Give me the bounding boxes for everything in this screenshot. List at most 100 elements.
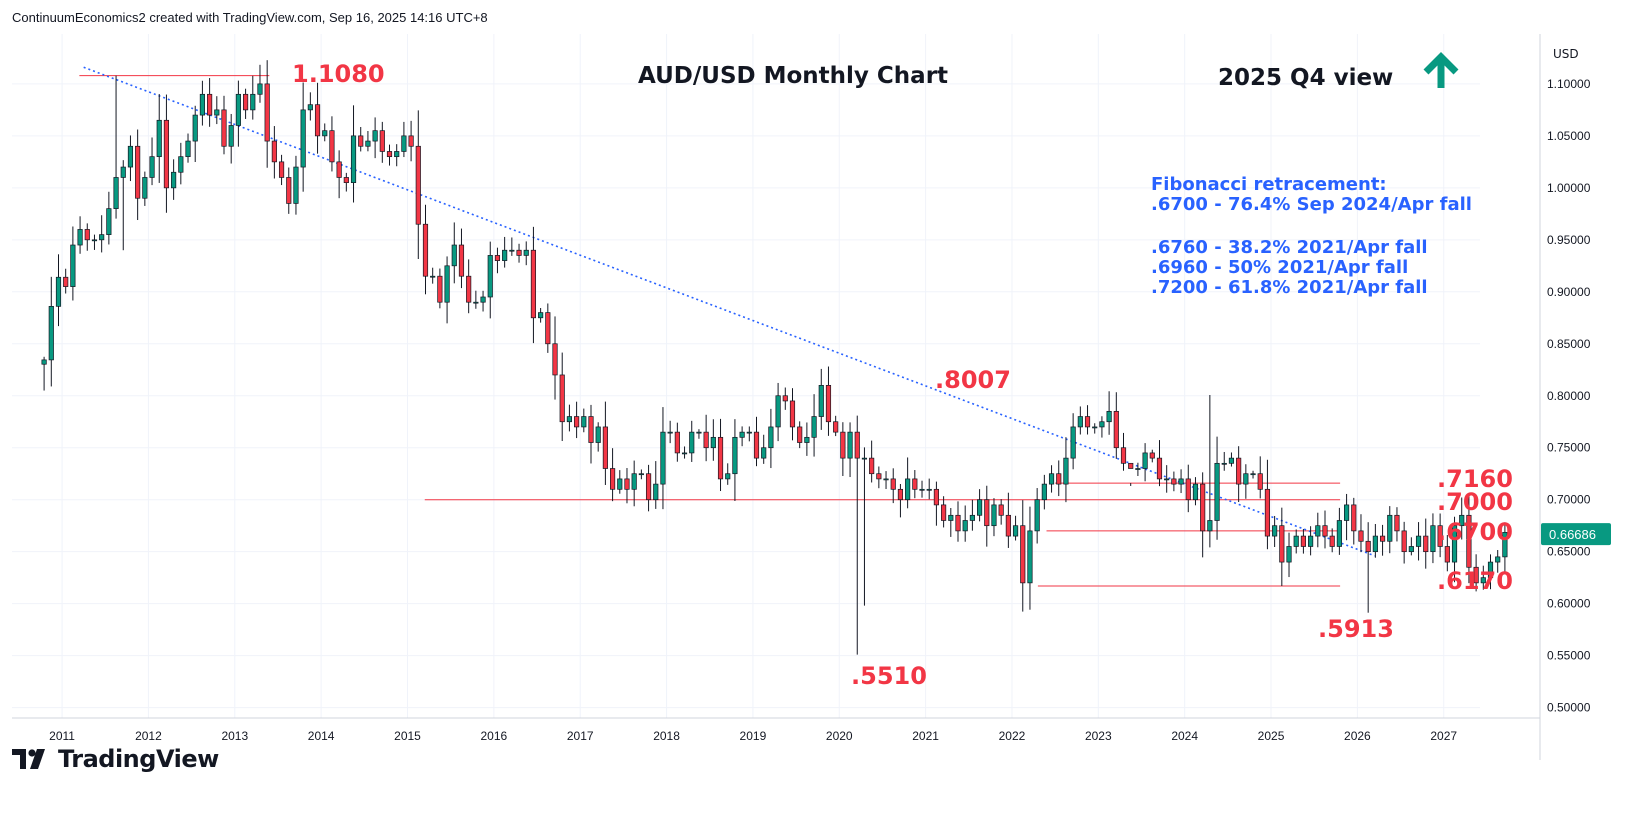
platform-text: created with TradingView.com: [149, 10, 322, 25]
x-tick-label: 2019: [740, 729, 767, 743]
candle-down: [84, 229, 90, 241]
candle-up: [142, 177, 148, 199]
candle-down: [1300, 535, 1306, 547]
candle-down: [588, 416, 594, 443]
candle-up: [725, 473, 731, 480]
tradingview-logo-text: TradingView: [58, 745, 219, 773]
candle-down: [1113, 410, 1119, 449]
candle-down: [1128, 462, 1134, 469]
candle-up: [156, 119, 162, 158]
candle-down: [552, 343, 558, 376]
candle-down: [717, 436, 724, 480]
candle-down: [674, 431, 680, 454]
candle-up: [192, 114, 198, 142]
x-tick-label: 2026: [1344, 729, 1371, 743]
candle-down: [1379, 535, 1386, 542]
candle-down: [329, 130, 335, 163]
candle-up: [1221, 462, 1227, 465]
candle-down: [869, 457, 875, 475]
candle-up: [523, 249, 529, 256]
candles: [41, 60, 1508, 655]
candle-up: [631, 473, 637, 490]
candle-up: [1408, 546, 1414, 553]
candle-up: [120, 166, 126, 178]
candle-down: [933, 488, 939, 506]
candle-up: [595, 426, 601, 443]
candle-up: [1487, 561, 1494, 579]
candle-up: [199, 93, 205, 116]
level-label-5510: .5510: [851, 662, 927, 690]
x-tick-label: 2011: [49, 729, 75, 743]
candle-down: [833, 421, 839, 433]
candle-up: [710, 436, 716, 449]
candle-up: [487, 255, 493, 298]
candle-down: [458, 244, 465, 277]
candle-up: [638, 473, 644, 476]
level-label-6700: .6700: [1437, 518, 1513, 546]
candle-up: [1415, 535, 1422, 547]
candle-down: [1020, 525, 1026, 584]
candle-down: [163, 119, 170, 189]
candle-up: [617, 478, 623, 490]
candle-up: [127, 145, 134, 168]
candle-up: [991, 504, 997, 527]
candle-down: [854, 431, 860, 459]
currency-label: USD: [1553, 47, 1579, 61]
candle-up: [667, 431, 673, 434]
level-label-8007: .8007: [935, 366, 1011, 394]
chart-title: AUD/USD Monthly Chart: [638, 63, 948, 89]
price-axis[interactable]: 1.10000 1.05000 1.00000 0.95000 0.90000 0.850…: [1547, 77, 1591, 715]
candle-up: [811, 416, 817, 438]
candle-down: [271, 140, 277, 163]
candle-down: [264, 83, 270, 142]
x-tick-label: 2027: [1430, 729, 1457, 743]
candle-down: [1365, 540, 1371, 553]
candle-down: [1358, 530, 1364, 542]
x-tick-label: 2018: [653, 729, 680, 743]
x-tick-label: 2020: [826, 729, 853, 743]
y-tick-label: 0.90000: [1547, 285, 1591, 299]
candle-up: [401, 135, 407, 152]
candle-up: [696, 431, 702, 434]
candle-up: [1286, 546, 1292, 563]
level-label-7000: .7000: [1437, 488, 1513, 516]
x-tick-label: 2024: [1171, 729, 1198, 743]
candle-up: [847, 431, 853, 459]
candle-up: [350, 135, 357, 184]
candle-up: [1214, 462, 1220, 521]
candle-down: [1171, 478, 1177, 485]
candle-up: [430, 275, 436, 278]
time-axis[interactable]: 2011 2012 2013 2014 2015 2016 2017 2018 2019 2020…: [49, 729, 1457, 743]
candle-up: [509, 249, 515, 252]
candle-up: [746, 431, 752, 434]
candle-up: [394, 151, 400, 158]
candle-down: [1401, 530, 1407, 553]
candle-up: [48, 306, 54, 361]
candle-up: [149, 156, 155, 178]
candle-up: [1099, 421, 1105, 428]
candle-down: [912, 478, 918, 490]
candle-up: [372, 130, 378, 142]
candle-up: [293, 166, 299, 204]
candle-up: [969, 514, 975, 521]
candle-down: [984, 499, 990, 527]
candle-up: [1480, 577, 1486, 584]
candle-up: [1034, 499, 1040, 532]
candle-down: [1351, 504, 1357, 532]
candle-down: [1466, 514, 1472, 568]
candle-up: [178, 156, 184, 173]
x-tick-label: 2022: [999, 729, 1026, 743]
tradingview-logo[interactable]: TradingView: [12, 745, 219, 773]
x-tick-label: 2016: [480, 729, 507, 743]
candle-down: [466, 275, 472, 303]
author-name: ContinuumEconomics2: [12, 10, 146, 25]
candle-up: [1308, 535, 1314, 547]
candle-down: [1056, 473, 1062, 485]
candle-down: [624, 478, 630, 490]
candle-down: [408, 135, 414, 147]
x-tick-label: 2015: [394, 729, 421, 743]
y-tick-label: 0.55000: [1547, 649, 1591, 663]
candle-up: [1451, 525, 1458, 563]
candle-up: [502, 249, 508, 261]
